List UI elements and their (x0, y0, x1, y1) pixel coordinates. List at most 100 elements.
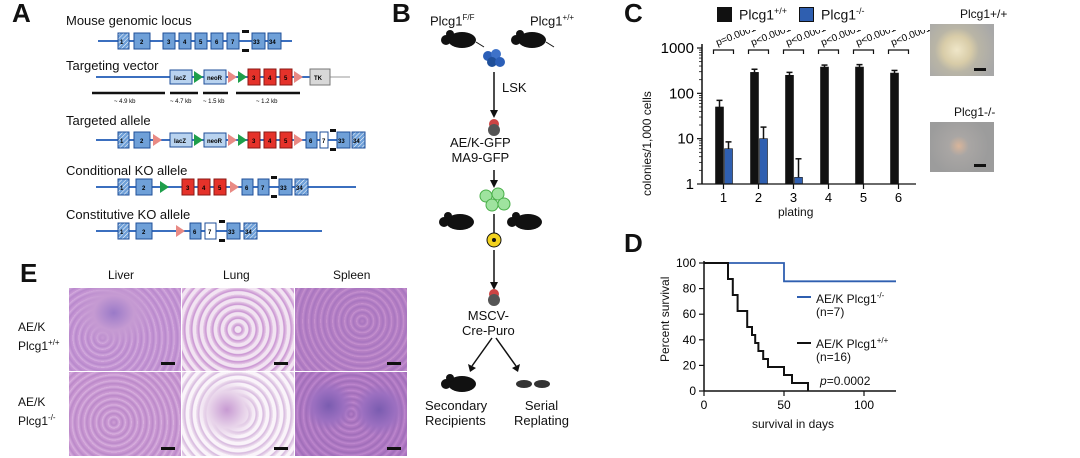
scale-label: ~ 1.2 kb (256, 99, 278, 105)
exon-label: 5 (284, 76, 288, 82)
d-y-tick-label: 20 (683, 358, 697, 372)
workflow-diagram (439, 30, 555, 392)
cells-green-icon (479, 187, 511, 212)
exon-label: 34 (296, 186, 303, 192)
exon-label: 7 (208, 230, 212, 236)
exon-label: 6 (245, 186, 249, 192)
mouse-icon (441, 30, 485, 48)
lsk-label: LSK (502, 80, 527, 95)
virus-icon (488, 119, 500, 136)
c-x-tick-label: 5 (860, 190, 867, 205)
d-curve-wt (704, 262, 809, 391)
exon-label: 2 (142, 186, 146, 192)
mouse-icon (507, 212, 542, 230)
exon-label: 1 (120, 230, 124, 236)
column-label-liver: Liver (108, 268, 135, 282)
mouse-icon (439, 212, 474, 230)
exon-label: 2 (140, 40, 144, 46)
scale-bar (974, 164, 986, 167)
c-sig-bracket (747, 49, 770, 54)
legend-swatch-wt (717, 7, 732, 22)
d-y-tick-label: 100 (676, 256, 696, 270)
exon-label: 7 (261, 186, 265, 192)
column-label-spleen: Spleen (333, 268, 371, 282)
c-y-tick-label: 100 (669, 85, 694, 102)
legend-text-wt: AE/K Plcg1+/+ (n=16) (816, 336, 889, 364)
exon-label: 6 (215, 40, 219, 46)
exon-label: 3 (167, 40, 171, 46)
d-curve-ko (704, 262, 896, 283)
row-title-targeted-allele: Targeted allele (66, 113, 151, 128)
exon-label: 6 (309, 139, 313, 145)
c-sig-bracket (782, 49, 805, 54)
c-y-tick-label: 1000 (661, 40, 694, 57)
panel-e-letter: E (20, 258, 38, 288)
exon-label: 34 (353, 139, 360, 145)
histology-spleen-ko (294, 371, 408, 457)
c-x-tick-label: 6 (895, 190, 902, 205)
targeting-vector-map: lacZ neoR 3 4 5 TK ~ 4.9 kb ~ 4.7 kb ~ 1… (92, 68, 350, 105)
c-bar (820, 66, 829, 185)
histology-lung-ko (181, 371, 295, 457)
d-y-tick-label: 80 (683, 282, 697, 296)
legend-swatch-ko (799, 7, 814, 22)
scale-label: ~ 4.9 kb (114, 99, 136, 105)
targeted-allele-map: 1 2 lacZ neoR 3 4 5 6 7 33 3 (96, 129, 366, 151)
exon-label: 7 (322, 139, 326, 145)
exon-label: 5 (218, 186, 222, 192)
c-bars: 1p=0.00012p<0.00013p<0.00014p<0.00015p<0… (702, 30, 930, 205)
exon-label: 5 (284, 139, 288, 145)
c-x-tick-label: 1 (720, 190, 727, 205)
c-bar (785, 74, 794, 185)
colony-photo-ko (930, 122, 994, 172)
c-sig-bracket (887, 49, 910, 54)
exon-label: 33 (253, 40, 260, 46)
exon-label: 3 (252, 139, 256, 145)
c-bar (855, 66, 864, 185)
scale-bar (387, 362, 401, 365)
histology-liver-ko (68, 371, 182, 457)
mouse-icon (511, 30, 555, 48)
c-sig-bracket (817, 49, 840, 54)
exon-label: 7 (231, 40, 235, 46)
legend-text-ko: AE/K Plcg1-/- (n=7) (816, 291, 885, 319)
row-title-genomic-locus: Mouse genomic locus (66, 13, 192, 28)
exon-label: 1 (120, 139, 124, 145)
virus-icon (488, 289, 500, 306)
scale-label: ~ 4.7 kb (170, 99, 192, 105)
exon-label: 2 (142, 230, 146, 236)
d-pvalue: p=0.0002 (820, 374, 871, 388)
exon-label: 33 (280, 186, 287, 192)
genomic-locus-map: 1 2 3 4 5 6 7 33 34 (98, 30, 292, 52)
d-x-axis-label: survival in days (752, 417, 835, 431)
panel-d-letter: D (624, 228, 643, 258)
row-title-targeting-vector: Targeting vector (66, 58, 159, 73)
c-bar (890, 72, 899, 185)
c-bar (794, 177, 803, 185)
row-title-conditional-ko: Conditional KO allele (66, 163, 188, 178)
c-x-axis-label: plating (778, 205, 814, 219)
photo-bottom-label: Plcg1-/- (954, 105, 996, 119)
legend-line-ko (797, 296, 811, 298)
c-x-tick-label: 2 (755, 190, 762, 205)
exon-label: 2 (140, 139, 144, 145)
exon-label: 34 (269, 40, 276, 46)
row-label-ko: AE/K Plcg1-/- (18, 395, 56, 428)
c-y-tick-label: 10 (677, 131, 694, 148)
exon-label: 34 (245, 230, 252, 236)
exon-label: 1 (120, 40, 124, 46)
histology-liver-wt (68, 287, 182, 372)
mouse-icon (441, 374, 476, 392)
d-x-tick-label: 0 (701, 398, 708, 412)
d-y-tick-label: 0 (689, 384, 696, 398)
cassette-label: lacZ (174, 139, 186, 145)
conditional-ko-map: 1 2 3 4 5 6 7 33 34 (96, 176, 356, 198)
d-x-tick-label: 100 (854, 398, 874, 412)
scale-bar (161, 362, 175, 365)
c-sig-bracket (852, 49, 875, 54)
scale-bar (274, 447, 288, 450)
d-axes: 0 20 40 60 80 100 0 50 100 (676, 256, 896, 412)
d-x-tick-label: 50 (777, 398, 791, 412)
exon-label: 1 (120, 186, 124, 192)
